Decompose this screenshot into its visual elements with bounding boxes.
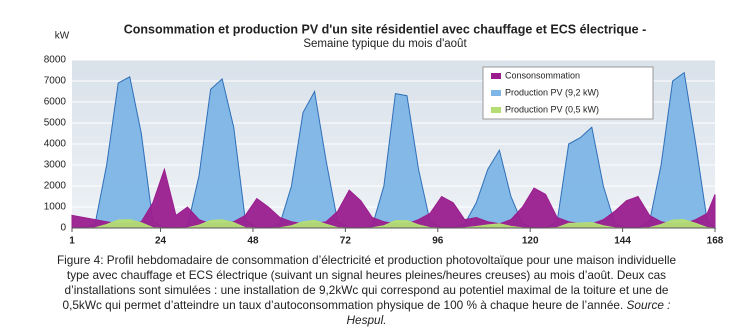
x-tick-label: 72 [340,236,352,247]
x-tick-label: 144 [614,236,631,247]
y-tick-label: 7000 [44,76,67,87]
x-tick-label: 120 [522,236,539,247]
y-tick-label: 5000 [44,118,67,129]
caption-source: Hespul. [346,313,387,327]
legend-swatch [491,107,501,113]
caption-line: Figure 4: Profil hebdomadaire de consomm… [56,253,677,267]
y-tick-label: 2000 [44,181,67,192]
caption-line: Hespul. [0,313,733,328]
legend-box [482,66,654,120]
y-tick-label: 8000 [44,55,67,66]
legend-label: Production PV (9,2 kW) [505,87,599,97]
caption-line: type avec chauffage et ECS électrique (s… [66,268,667,282]
y-tick-label: 6000 [44,97,67,108]
x-tick-label: 24 [155,236,167,247]
x-tick-label: 48 [247,236,259,247]
legend-swatch [491,90,501,96]
x-tick-label: 168 [707,236,724,247]
y-tick-label: 4000 [44,139,67,150]
y-axis-label: kW [55,31,70,42]
x-tick-label: 1 [69,236,75,247]
legend-label: Consonsommation [505,70,580,80]
chart-subtitle: Semaine typique du mois d'août [303,38,467,50]
caption-line: d’installations sont simulées : une inst… [64,283,669,297]
caption-line: 0,5kWc qui permet d’atteindre un taux d’… [0,298,733,313]
y-tick-label: 1000 [44,202,67,213]
x-tick-label: 96 [432,236,444,247]
caption: Figure 4: Profil hebdomadaire de consomm… [0,253,733,328]
chart-title: Consommation et production PV d'un site … [124,22,647,36]
caption-source: Source : [626,298,671,312]
legend-label: Production PV (0,5 kW) [505,104,599,114]
legend-swatch [491,73,501,79]
y-tick-label: 0 [60,223,66,234]
caption-text: 0,5kWc qui permet d’atteindre un taux d’… [62,298,624,312]
y-tick-label: 3000 [44,160,67,171]
chart: Consommation et production PV d'un site … [44,22,724,247]
